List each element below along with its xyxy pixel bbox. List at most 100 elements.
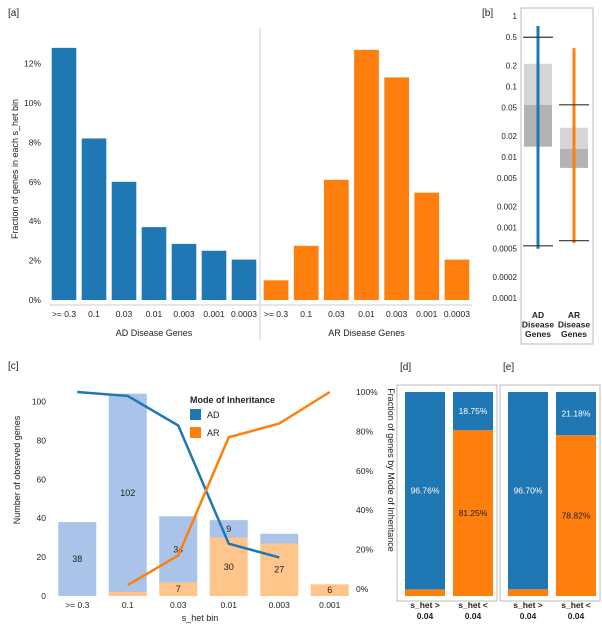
panel-a-xtick: 0.1 bbox=[300, 309, 312, 319]
panel-c-xtick: 0.1 bbox=[122, 600, 134, 610]
panel-b-ytick: 0.01 bbox=[501, 153, 517, 162]
panel-c-bar-label: 9 bbox=[226, 524, 231, 534]
panel-a-ytick: 6% bbox=[29, 177, 42, 187]
panel-b-ytick: 0.001 bbox=[497, 224, 518, 233]
panel-c-bar-ar bbox=[310, 584, 349, 596]
panel-a-bar-ad bbox=[51, 47, 77, 300]
stacked-label-ad: 96.70% bbox=[514, 486, 543, 496]
stacked-bar-ad bbox=[405, 392, 445, 590]
stacked-xtick: 0.04 bbox=[417, 611, 434, 621]
panel-a-xtick: 0.1 bbox=[88, 309, 100, 319]
panel-b-ytick: 1 bbox=[513, 12, 518, 21]
panel-b-ytick: 0.002 bbox=[497, 202, 518, 211]
panel-a-group-label: AR Disease Genes bbox=[328, 328, 405, 338]
panel-a-xtick: 0.0003 bbox=[231, 309, 257, 319]
panel-c-ylabel-right: Fraction of genes by Mode of Inheritance bbox=[386, 388, 396, 552]
panel-label-c: [c] bbox=[8, 361, 19, 372]
panel-a-bar-ad bbox=[111, 181, 137, 300]
panel-c-bar-ad bbox=[58, 522, 97, 596]
panel-c-xtick: 0.003 bbox=[269, 600, 291, 610]
panel-c-legend-swatch-ar bbox=[190, 427, 201, 438]
panel-a-ytick: 2% bbox=[29, 256, 42, 266]
panel-a-bar-ar bbox=[444, 259, 470, 300]
stacked-bar-ad bbox=[508, 392, 548, 590]
panel-c-ytick-left: 20 bbox=[37, 552, 47, 562]
panel-c-bar-ar bbox=[260, 543, 299, 596]
panel-a-xtick: 0.0003 bbox=[444, 309, 470, 319]
stacked-xtick: s_het > bbox=[410, 600, 440, 610]
stacked-xtick: s_het < bbox=[458, 600, 488, 610]
panel-c-line-ad bbox=[77, 390, 280, 559]
stacked-bar-ad bbox=[453, 392, 493, 431]
panel-b-ytick: 0.1 bbox=[506, 83, 518, 92]
panel-a-bar-ar bbox=[384, 77, 410, 300]
stacked-xtick: s_het > bbox=[513, 600, 543, 610]
panel-a-xtick: 0.001 bbox=[416, 309, 438, 319]
panel-a-ytick: 10% bbox=[24, 98, 41, 108]
panel-label-e: [e] bbox=[503, 362, 514, 373]
panel-c-bar-ar bbox=[108, 592, 147, 596]
panel-b-ytick: 0.0001 bbox=[493, 294, 518, 303]
panel-a-bar-ad bbox=[81, 138, 107, 300]
panel-a-bar-ar bbox=[293, 245, 319, 300]
panel-c-ytick-left: 80 bbox=[37, 435, 47, 445]
panel-a-xtick: 0.03 bbox=[328, 309, 345, 319]
panel-c-ytick-right: 100% bbox=[356, 387, 378, 397]
panel-c-bar-label: 6 bbox=[327, 585, 332, 595]
panel-c-line-ar bbox=[127, 390, 331, 587]
panel-stacked-frame bbox=[396, 384, 498, 602]
panel-c-ytick-right: 80% bbox=[356, 426, 373, 436]
panel-c-ytick-left: 60 bbox=[37, 474, 47, 484]
panel-c-bar-label: 34 bbox=[173, 544, 183, 554]
panel-label-b: [b] bbox=[482, 8, 493, 19]
panel-a-ytick: 4% bbox=[29, 216, 42, 226]
panel-b-ytick: 0.0002 bbox=[493, 273, 518, 282]
panel-c-bar-label: 38 bbox=[72, 554, 82, 564]
panel-c-ytick-right: 60% bbox=[356, 466, 373, 476]
panel-c-ytick-right: 0% bbox=[356, 584, 369, 594]
stacked-label-ar: 81.25% bbox=[459, 508, 488, 518]
stacked-xtick: 0.04 bbox=[568, 611, 585, 621]
panel-c-bar-label: 30 bbox=[224, 562, 234, 572]
panel-b-ytick: 0.2 bbox=[506, 61, 518, 70]
panel-a-xtick: >= 0.3 bbox=[52, 309, 76, 319]
panel-c-bar-label: 7 bbox=[176, 584, 181, 594]
panel-c-ytick-right: 40% bbox=[356, 505, 373, 515]
panel-c-bar-label: 27 bbox=[274, 565, 284, 575]
panel-a-bar-ad bbox=[141, 227, 167, 300]
panel-b-group-label: Genes bbox=[561, 329, 587, 339]
panel-a-bar-ar bbox=[414, 192, 440, 300]
stacked-label-ad: 96.76% bbox=[411, 486, 440, 496]
panel-a-xtick: 0.003 bbox=[386, 309, 408, 319]
panel-b-group-label: Disease bbox=[558, 320, 590, 330]
panel-b-ytick: 0.5 bbox=[506, 33, 518, 42]
panel-a-bar-ad bbox=[231, 259, 257, 300]
panel-b-ytick: 0.005 bbox=[497, 174, 518, 183]
panel-c-bar-ad bbox=[260, 533, 299, 544]
panel-a-bar-ar bbox=[354, 49, 379, 300]
panel-b-group-label: Genes bbox=[525, 329, 551, 339]
panel-a-ylabel: Fraction of genes in each s_het bin bbox=[10, 99, 20, 239]
panel-a-xtick: 0.01 bbox=[146, 309, 163, 319]
panel-c-xtick: 0.001 bbox=[319, 600, 341, 610]
panel-c-bar-ad bbox=[108, 393, 147, 593]
stacked-label-ad: 21.18% bbox=[562, 409, 591, 419]
panel-c-xtick: 0.03 bbox=[170, 600, 187, 610]
panel-b-ytick: 0.0005 bbox=[493, 245, 518, 254]
panel-c-bar-ar bbox=[159, 582, 198, 596]
panel-a-xtick: 0.001 bbox=[203, 309, 225, 319]
panel-a-ytick: 8% bbox=[29, 137, 42, 147]
panel-b-ytick: 0.05 bbox=[501, 104, 517, 113]
panel-a-xtick: 0.01 bbox=[358, 309, 375, 319]
panel-a-bar-ad bbox=[171, 243, 197, 300]
panel-c-ytick-left: 40 bbox=[37, 513, 47, 523]
panel-c-ytick-left: 0 bbox=[41, 591, 46, 601]
panel-b-ytick: 0.02 bbox=[501, 132, 517, 141]
panel-a-xtick: 0.003 bbox=[173, 309, 195, 319]
panel-b-group-label: Disease bbox=[522, 320, 554, 330]
panel-b-group-label: AR bbox=[568, 310, 580, 320]
panel-c-xtick: >= 0.3 bbox=[65, 600, 89, 610]
stacked-label-ad: 18.75% bbox=[459, 406, 488, 416]
stacked-label-ar: 78.82% bbox=[562, 511, 591, 521]
